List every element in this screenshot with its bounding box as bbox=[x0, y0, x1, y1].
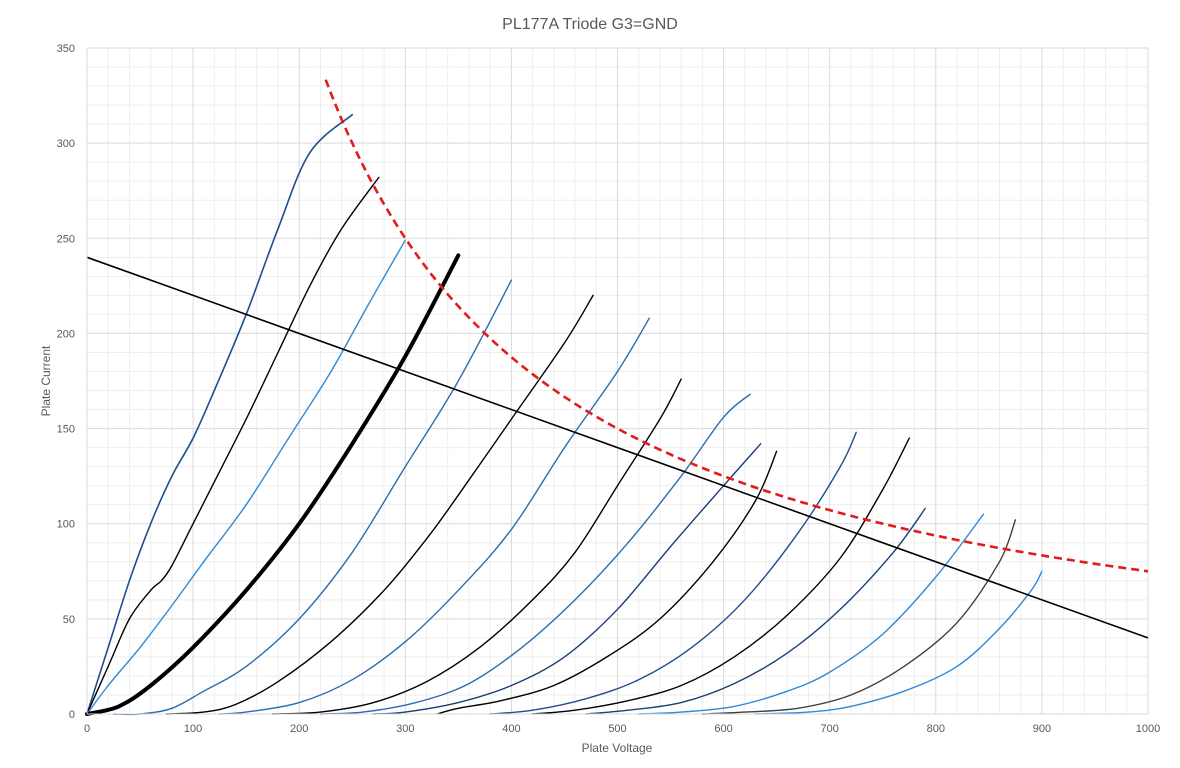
y-tick-label: 150 bbox=[57, 424, 75, 436]
load-line bbox=[86, 256, 1149, 639]
y-tick-label: 350 bbox=[57, 43, 75, 55]
plate-curve bbox=[86, 239, 406, 715]
y-tick-label: 250 bbox=[57, 233, 75, 245]
x-tick-label: 100 bbox=[184, 723, 202, 735]
plate-curve bbox=[372, 443, 762, 715]
plate-curve bbox=[86, 113, 354, 715]
y-axis-title: Plate Current bbox=[39, 345, 53, 416]
x-tick-label: 400 bbox=[502, 723, 520, 735]
plate-curve bbox=[585, 507, 926, 715]
x-tick-label: 500 bbox=[608, 723, 626, 735]
plate-curve bbox=[112, 279, 513, 716]
x-tick-label: 1000 bbox=[1136, 723, 1160, 735]
plate-curve bbox=[754, 570, 1043, 715]
x-tick-label: 0 bbox=[84, 723, 90, 735]
plate-curve bbox=[272, 378, 682, 715]
x-tick-label: 200 bbox=[290, 723, 308, 735]
plate-curve bbox=[531, 437, 910, 715]
x-axis-title: Plate Voltage bbox=[582, 741, 653, 755]
series-group bbox=[85, 79, 1149, 716]
y-tick-label: 0 bbox=[69, 709, 75, 721]
x-tick-label: 700 bbox=[821, 723, 839, 735]
y-tick-label: 200 bbox=[57, 328, 75, 340]
y-tick-label: 50 bbox=[63, 614, 75, 626]
plate-curve bbox=[165, 294, 594, 715]
plate-curve bbox=[489, 431, 857, 715]
plate-curve bbox=[86, 176, 380, 715]
plate-curve bbox=[218, 317, 650, 715]
x-tick-label: 900 bbox=[1033, 723, 1051, 735]
y-tick-label: 300 bbox=[57, 138, 75, 150]
x-tick-label: 300 bbox=[396, 723, 414, 735]
chart-title: PL177A Triode G3=GND bbox=[502, 16, 678, 33]
y-tick-label: 100 bbox=[57, 519, 75, 531]
plate-curve bbox=[436, 450, 778, 715]
plate-curve bbox=[85, 253, 461, 716]
x-tick-label: 800 bbox=[927, 723, 945, 735]
grid bbox=[86, 47, 1149, 715]
plate-curve bbox=[701, 519, 1017, 715]
x-tick-label: 600 bbox=[714, 723, 732, 735]
plate-curve bbox=[319, 393, 751, 715]
axes: 0 100 200 300 400 500 600 700 800 900 1000 0 50 100 15… bbox=[57, 43, 1161, 735]
plate-curve bbox=[638, 513, 985, 715]
